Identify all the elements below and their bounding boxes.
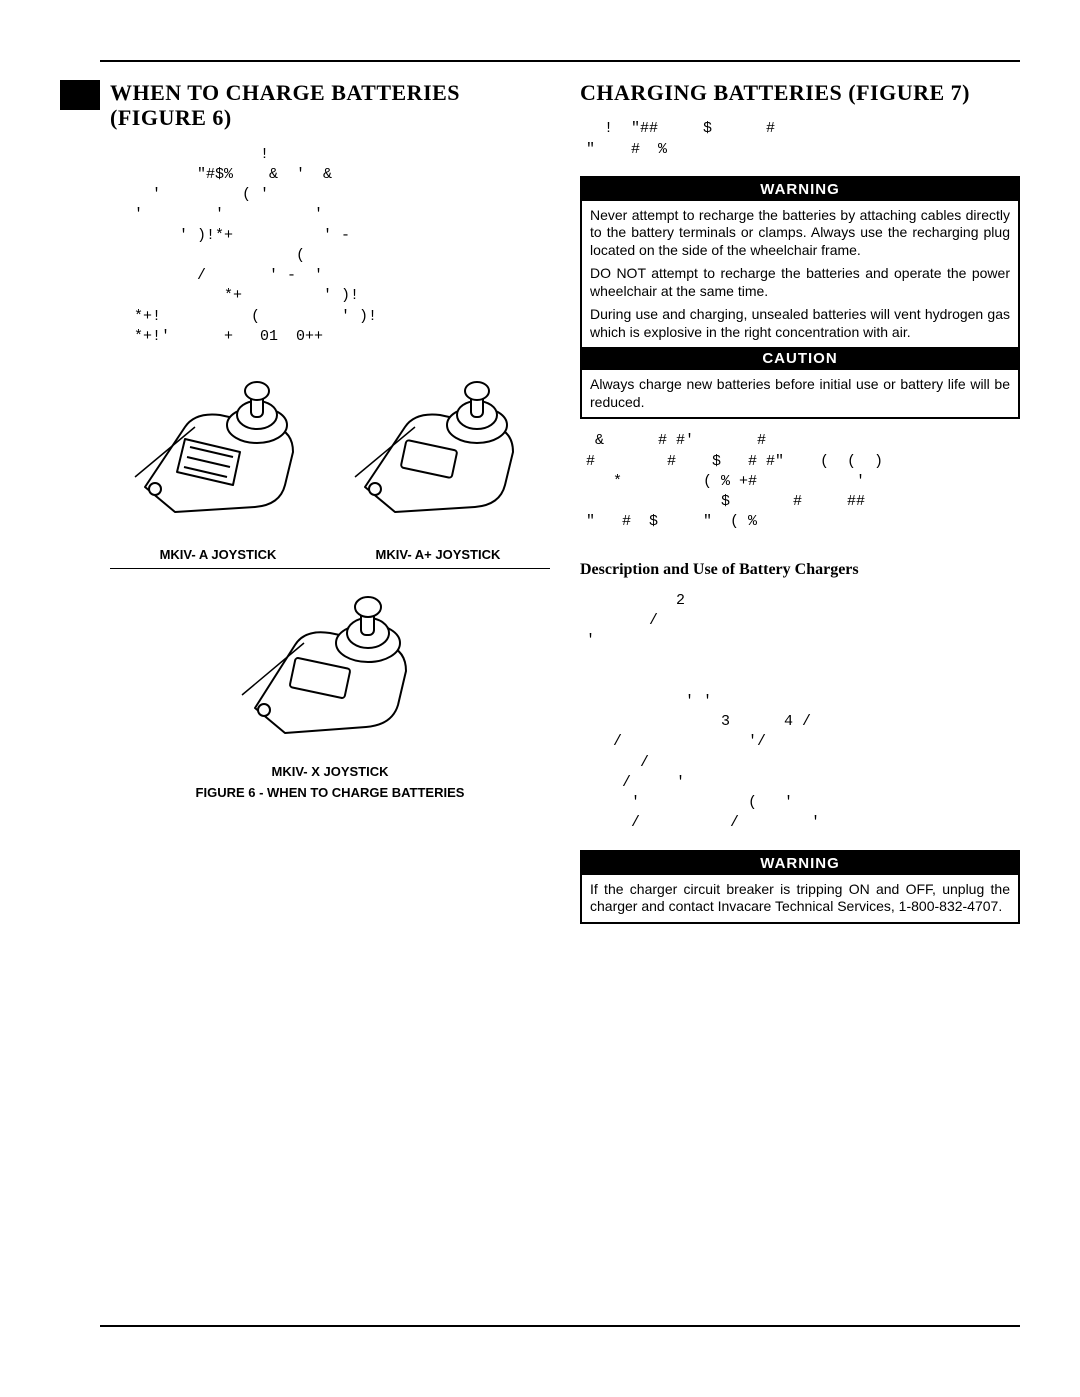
caution-p1: Always charge new batteries before initi… (590, 376, 1010, 411)
rule-bottom (100, 1325, 1020, 1327)
warning1-p1: Never attempt to recharge the batteries … (590, 207, 1010, 260)
warning2-p1: If the charger circuit breaker is trippi… (590, 881, 1010, 916)
joystick-x-illustration (230, 583, 430, 758)
label-joystick-a: MKIV- A JOYSTICK (160, 547, 277, 562)
warning-box-2: WARNING If the charger circuit breaker i… (580, 850, 1020, 924)
garbled-text-right-low: 2 / ' ' ' 3 4 / / '/ / / ' ' ( ' / / ' (586, 591, 1020, 834)
page: WHEN TO CHARGE BATTERIES (FIGURE 6) ! "#… (0, 0, 1080, 1397)
section-title-right: CHARGING BATTERIES (FIGURE 7) (580, 80, 1020, 105)
warning1-p2: DO NOT attempt to recharge the batteries… (590, 265, 1010, 300)
warning2-heading: WARNING (582, 852, 1018, 875)
garbled-text-right-mid: & # #' # # # $ # #" ( ( ) * ( % +# ' $ #… (586, 431, 1020, 532)
warning-box-1: WARNING Never attempt to recharge the ba… (580, 176, 1020, 420)
joystick-row-bottom: MKIV- X JOYSTICK FIGURE 6 - WHEN TO CHAR… (110, 583, 550, 800)
label-joystick-x: MKIV- X JOYSTICK (271, 764, 388, 779)
caution-heading: CAUTION (582, 347, 1018, 370)
warning1-body: Never attempt to recharge the batteries … (582, 201, 1018, 348)
warning1-heading: WARNING (582, 178, 1018, 201)
warning2-body: If the charger circuit breaker is trippi… (582, 875, 1018, 922)
left-margin-block (60, 80, 100, 110)
subheading-chargers: Description and Use of Battery Chargers (580, 561, 1020, 579)
joystick-aplus-illustration (345, 367, 535, 537)
garbled-text-right-top: ! "## $ # " # % (586, 119, 1020, 160)
caution-body: Always charge new batteries before initi… (582, 370, 1018, 417)
joystick-a-illustration (125, 367, 315, 537)
section-title-left: WHEN TO CHARGE BATTERIES (FIGURE 6) (110, 80, 550, 131)
warning1-p3: During use and charging, unsealed batter… (590, 306, 1010, 341)
columns: WHEN TO CHARGE BATTERIES (FIGURE 6) ! "#… (110, 80, 1020, 1307)
garbled-text-left: ! "#$% & ' & ' ( ' ' ' ' ' )!*+ ' - ( / … (134, 145, 550, 348)
rule-top (100, 60, 1020, 62)
joystick-labels-top: MKIV- A JOYSTICK MKIV- A+ JOYSTICK (110, 547, 550, 569)
figure6-caption: FIGURE 6 - WHEN TO CHARGE BATTERIES (196, 785, 465, 800)
label-joystick-aplus: MKIV- A+ JOYSTICK (376, 547, 501, 562)
left-column: WHEN TO CHARGE BATTERIES (FIGURE 6) ! "#… (110, 80, 550, 1307)
joystick-row-top (110, 367, 550, 537)
right-column: CHARGING BATTERIES (FIGURE 7) ! "## $ # … (580, 80, 1020, 1307)
